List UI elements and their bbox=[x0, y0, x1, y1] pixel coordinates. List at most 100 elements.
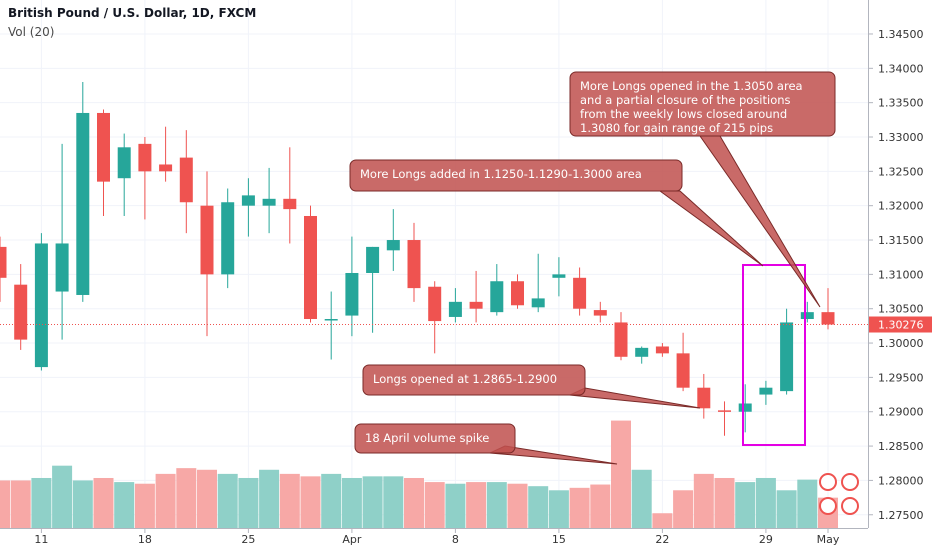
price-tick-label: 1.32000 bbox=[878, 200, 924, 213]
price-tick-label: 1.31500 bbox=[878, 234, 924, 247]
price-tick-label: 1.28500 bbox=[878, 440, 924, 453]
candle-body bbox=[511, 281, 524, 306]
volume-bar bbox=[631, 469, 652, 528]
volume-bars bbox=[0, 420, 838, 528]
volume-bar bbox=[445, 483, 466, 528]
volume-bar bbox=[404, 477, 424, 528]
candle-body bbox=[0, 246, 7, 278]
volume-bar bbox=[93, 477, 114, 528]
candle-body bbox=[324, 319, 338, 321]
candle-body bbox=[490, 281, 504, 313]
price-tick-label: 1.29500 bbox=[878, 371, 924, 384]
candle-body bbox=[386, 240, 400, 251]
last-price-label: 1.30276 bbox=[878, 319, 924, 332]
time-axis[interactable]: 11 18 25 Apr 8 15 22 29 May bbox=[0, 528, 868, 546]
candle-body bbox=[552, 274, 566, 278]
candle-body bbox=[635, 347, 649, 357]
price-tick-label: 1.29000 bbox=[878, 406, 924, 419]
candle-body bbox=[738, 403, 752, 412]
candle-body bbox=[655, 346, 669, 354]
volume-bar bbox=[424, 482, 445, 528]
annotation-text: 1.3080 for gain range of 215 pips bbox=[580, 121, 773, 135]
volume-bar bbox=[217, 473, 238, 528]
volume-bar bbox=[611, 420, 631, 528]
price-tick-label: 1.28000 bbox=[878, 474, 924, 487]
annotation-text: More Longs added in 1.1250-1.1290-1.3000… bbox=[360, 167, 642, 181]
candle-body bbox=[469, 301, 483, 309]
candle-body bbox=[780, 322, 794, 392]
time-tick-label: 18 bbox=[138, 533, 152, 546]
price-tick-label: 1.30000 bbox=[878, 337, 924, 350]
annotation-pointer bbox=[568, 387, 701, 409]
event-badge-icon bbox=[841, 497, 859, 515]
price-tick-label: 1.30500 bbox=[878, 303, 924, 316]
volume-bar bbox=[72, 480, 93, 528]
volume-bar bbox=[714, 477, 735, 528]
candle-body bbox=[76, 112, 90, 295]
volume-bar bbox=[383, 476, 404, 528]
candle-body bbox=[200, 205, 214, 275]
volume-bar bbox=[197, 469, 217, 528]
volume-bar bbox=[528, 486, 549, 528]
volume-bar bbox=[238, 477, 259, 528]
time-tick-label: 8 bbox=[452, 533, 459, 546]
highlight-rectangle bbox=[742, 264, 806, 446]
annotation-text: 18 April volume spike bbox=[365, 431, 489, 445]
price-axis[interactable]: 1.34500 1.34000 1.33500 1.33000 1.32500 1.320… bbox=[868, 0, 924, 528]
volume-bar bbox=[279, 473, 300, 528]
volume-bar bbox=[259, 469, 280, 528]
volume-bar bbox=[0, 480, 10, 528]
event-badge-icon bbox=[841, 473, 859, 491]
volume-bar bbox=[548, 490, 569, 528]
volume-bar bbox=[466, 482, 487, 528]
volume-indicator-label[interactable]: Vol (20) bbox=[8, 25, 55, 39]
volume-bar bbox=[52, 465, 73, 528]
time-tick-label: 25 bbox=[241, 533, 255, 546]
volume-bar bbox=[155, 473, 176, 528]
chart-title: British Pound / U.S. Dollar, 1D, FXCM bbox=[8, 6, 257, 20]
annotation-pointer bbox=[699, 135, 821, 308]
annotations: More Longs opened in the 1.3050 areaand … bbox=[349, 71, 836, 465]
candle-body bbox=[407, 240, 421, 289]
price-tick-label: 1.31000 bbox=[878, 268, 924, 281]
volume-bar bbox=[776, 490, 797, 528]
candle-body bbox=[593, 310, 607, 316]
volume-bar bbox=[10, 480, 31, 528]
annotation-box bbox=[349, 159, 683, 192]
annotation-text: More Longs opened in the 1.3050 area bbox=[580, 79, 803, 93]
volume-bar bbox=[693, 473, 714, 528]
annotation-text: from the weekly lows closed around bbox=[580, 107, 787, 121]
time-tick-label: 22 bbox=[655, 533, 669, 546]
volume-bar bbox=[114, 482, 135, 528]
candle-body bbox=[138, 143, 152, 172]
volume-bar bbox=[735, 482, 756, 528]
annotation-text: Longs opened at 1.2865-1.2900 bbox=[373, 372, 557, 386]
event-badge-icon bbox=[819, 473, 837, 491]
volume-bar bbox=[652, 513, 673, 528]
annotation-box bbox=[569, 71, 836, 137]
volume-bar bbox=[134, 483, 155, 528]
volume-bar bbox=[673, 490, 694, 528]
volume-bar bbox=[362, 476, 383, 528]
price-tick-label: 1.27500 bbox=[878, 509, 924, 522]
time-tick-label: Apr bbox=[342, 533, 362, 546]
volume-bar bbox=[797, 479, 818, 528]
volume-bar bbox=[507, 483, 528, 528]
candle-body bbox=[34, 243, 48, 368]
candle-body bbox=[241, 195, 255, 206]
price-tick-label: 1.34500 bbox=[878, 28, 924, 41]
candle-body bbox=[179, 157, 193, 203]
time-tick-label: 15 bbox=[552, 533, 566, 546]
candle-body bbox=[676, 353, 690, 388]
annotation-box bbox=[362, 364, 586, 396]
annotation-text: and a partial closure of the positions bbox=[580, 93, 791, 107]
candle-body bbox=[428, 286, 442, 322]
volume-bar bbox=[176, 468, 197, 528]
volume-bar bbox=[31, 477, 52, 528]
volume-bar bbox=[321, 473, 342, 528]
price-tick-label: 1.33000 bbox=[878, 131, 924, 144]
tradingview-badges[interactable] bbox=[819, 473, 859, 515]
candle-body bbox=[821, 312, 835, 325]
candle-body bbox=[800, 312, 814, 320]
candle-body bbox=[262, 198, 276, 206]
